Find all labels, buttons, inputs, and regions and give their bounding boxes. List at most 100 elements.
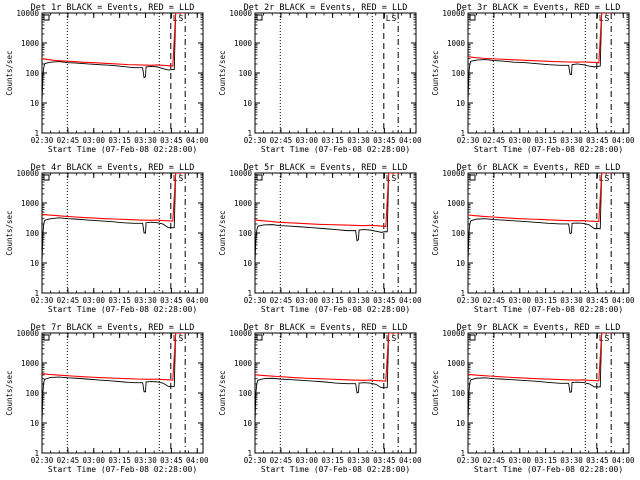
panel-6-ytick-label: 1 [460, 289, 465, 298]
panel-2: Det 2r BLACK = Events, RED = LLD 1 10 100 10… [218, 3, 422, 154]
panel-1-xtick-label: 02:30 [31, 136, 54, 145]
panel-8-ytick-label: 10000 [229, 329, 252, 338]
panel-8-ytick-label: 1 [247, 449, 252, 458]
panel-6-ytick-label: 100 [451, 229, 465, 238]
panel-7-ylabel: Counts/sec [5, 370, 14, 415]
panel-9-xtick-label: 02:30 [457, 456, 480, 465]
panel-7-xlabel: Start Time (07-Feb-08 02:28:00) [48, 465, 197, 474]
panel-3-xtick-label: 03:15 [534, 136, 557, 145]
panel-9-ylabel: Counts/sec [431, 370, 440, 415]
panel-1-flag-s: S [179, 14, 184, 23]
panel-7: Det 7r BLACK = Events, RED = LLD 1 10 100 10… [5, 323, 209, 474]
panel-4-ytick-label: 100 [25, 229, 39, 238]
panel-2-xtick-label: 02:45 [270, 136, 293, 145]
panel-8-xtick-label: 02:30 [244, 456, 267, 465]
panel-8-ylabel: Counts/sec [218, 370, 227, 415]
panel-1-start-marker [43, 14, 50, 21]
panel-2-xtick-label: 03:00 [295, 136, 318, 145]
panel-6-xtick-label: 03:30 [560, 296, 583, 305]
panel-3-flag-s: S [605, 14, 610, 23]
panel-8-frame [254, 332, 417, 454]
panel-5-xtick-label: 03:00 [295, 296, 318, 305]
panel-7-xtick-label: 03:30 [134, 456, 157, 465]
panel-2-ytick-label: 1000 [234, 39, 253, 48]
panel-8-xtick-label: 03:30 [347, 456, 370, 465]
panel-3-ytick-label: 10000 [442, 9, 465, 18]
panel-3-xtick-label: 02:30 [457, 136, 480, 145]
panel-9-ytick-label: 10 [456, 419, 466, 428]
panel-6-xtick-label: 02:30 [457, 296, 480, 305]
panel-2-ylabel: Counts/sec [218, 50, 227, 95]
panel-6: Det 6r BLACK = Events, RED = LLD 1 10 100 10… [431, 163, 635, 314]
panel-7-flag-s: S [179, 334, 184, 343]
panel-9-xtick-label: 03:00 [508, 456, 531, 465]
panel-9-series-events [468, 333, 612, 424]
panel-6-title: Det 6r BLACK = Events, RED = LLD [457, 163, 621, 173]
panel-1-xtick-label: 04:00 [186, 136, 209, 145]
panel-8-xtick-label: 02:45 [270, 456, 293, 465]
panel-3-xlabel: Start Time (07-Feb-08 02:28:00) [474, 145, 623, 154]
panel-6-frame [467, 172, 630, 294]
panel-3-frame [467, 12, 630, 134]
panel-9-xtick-label: 02:45 [483, 456, 506, 465]
panel-9-title: Det 9r BLACK = Events, RED = LLD [457, 323, 621, 333]
panel-3-xtick-label: 03:30 [560, 136, 583, 145]
panel-5-xtick-label: 02:30 [244, 296, 267, 305]
panel-3-title: Det 3r BLACK = Events, RED = LLD [457, 3, 621, 13]
panel-6-xtick-label: 03:00 [508, 296, 531, 305]
panel-3-xtick-label: 03:45 [586, 136, 609, 145]
panel-8-title: Det 8r BLACK = Events, RED = LLD [244, 323, 408, 333]
panel-8-xtick-label: 03:00 [295, 456, 318, 465]
panel-2-flag-l: L [386, 14, 391, 23]
panel-1-frame [41, 12, 204, 134]
panel-4-series-events [42, 173, 186, 264]
panel-5-ytick-label: 10 [243, 259, 253, 268]
panel-6-ytick-label: 1000 [447, 199, 466, 208]
panel-1-ylabel: Counts/sec [5, 50, 14, 95]
panel-7-ytick-label: 10 [30, 419, 40, 428]
panel-1-ytick-label: 10 [30, 99, 40, 108]
panel-1: Det 1r BLACK = Events, RED = LLD 1 10 100 10… [5, 3, 209, 154]
panel-8-start-marker [256, 334, 263, 341]
panel-5-frame [254, 172, 417, 294]
panel-1-xlabel: Start Time (07-Feb-08 02:28:00) [48, 145, 197, 154]
panel-5-xtick-label: 02:45 [270, 296, 293, 305]
panel-2-flag-s: S [392, 14, 397, 23]
panel-1-series-lld [42, 13, 186, 67]
panel-8-ytick-label: 10 [243, 419, 253, 428]
panel-5-xtick-label: 03:15 [321, 296, 344, 305]
panel-1-ytick-label: 100 [25, 69, 39, 78]
panel-3-ytick-label: 1000 [447, 39, 466, 48]
panel-5-series-lld [255, 173, 399, 228]
panel-4-ytick-label: 10000 [16, 169, 39, 178]
panel-4-xtick-label: 03:30 [134, 296, 157, 305]
panel-9-ytick-label: 1 [460, 449, 465, 458]
panel-2-xtick-label: 03:15 [321, 136, 344, 145]
panel-7-ytick-label: 1 [34, 449, 39, 458]
panel-1-xtick-label: 02:45 [57, 136, 80, 145]
panel-9-series-lld [468, 333, 612, 382]
panel-2-title: Det 2r BLACK = Events, RED = LLD [244, 3, 408, 13]
panel-4-xlabel: Start Time (07-Feb-08 02:28:00) [48, 305, 197, 314]
panel-2-ytick-label: 10000 [229, 9, 252, 18]
panel-6-xtick-label: 03:45 [586, 296, 609, 305]
panel-7-xtick-label: 03:00 [82, 456, 105, 465]
panel-6-flag-s: S [605, 174, 610, 183]
panel-9: Det 9r BLACK = Events, RED = LLD 1 10 100 10… [431, 323, 635, 474]
panel-9-frame [467, 332, 630, 454]
panel-1-xtick-label: 03:30 [134, 136, 157, 145]
panel-9-xtick-label: 03:30 [560, 456, 583, 465]
panel-3-xtick-label: 03:00 [508, 136, 531, 145]
panel-2-ytick-label: 10 [243, 99, 253, 108]
panel-9-xtick-label: 03:45 [586, 456, 609, 465]
panel-6-xtick-label: 03:15 [534, 296, 557, 305]
panel-3-start-marker [469, 14, 476, 21]
panel-3-ylabel: Counts/sec [431, 50, 440, 95]
panel-4-start-marker [43, 174, 50, 181]
panel-4-title: Det 4r BLACK = Events, RED = LLD [31, 163, 195, 173]
panel-7-start-marker [43, 334, 50, 341]
panel-1-xtick-label: 03:00 [82, 136, 105, 145]
panel-9-start-marker [469, 334, 476, 341]
panel-2-xtick-label: 03:45 [373, 136, 396, 145]
panel-9-ytick-label: 1000 [447, 359, 466, 368]
